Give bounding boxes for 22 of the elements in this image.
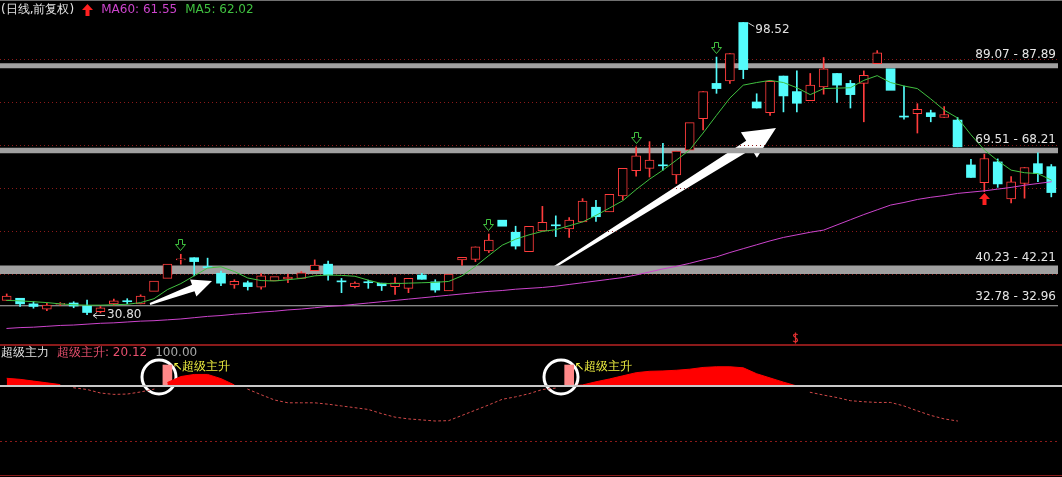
candlestick — [550, 215, 561, 237]
chart-title: (日线,前复权) — [1, 2, 75, 16]
candlestick — [175, 253, 186, 265]
text: MA5: 62.02 — [185, 2, 254, 16]
text: MA60: 61.55 — [101, 2, 178, 16]
candlestick — [524, 225, 534, 252]
text: 超级主升: 20.12 — [57, 345, 148, 359]
band-label: 69.51 - 68.21 — [975, 131, 1056, 146]
band-label: 32.78 - 32.96 — [975, 289, 1056, 304]
annotation: ↖超级主升 — [574, 359, 633, 374]
band-label: 40.23 - 42.21 — [975, 249, 1056, 264]
candlestick — [684, 122, 695, 151]
text: 100.00 — [155, 345, 198, 359]
annotation: 30.80 — [107, 306, 142, 321]
annotation: ↖超级主升 — [172, 359, 231, 374]
annotation: 98.52 — [755, 21, 790, 36]
chart-title: 超级主力 — [1, 345, 49, 359]
candlestick — [658, 143, 668, 171]
candlestick — [162, 263, 173, 279]
candlestick — [885, 68, 896, 91]
candlestick — [497, 219, 508, 227]
band-label: 89.07 - 87.89 — [975, 47, 1056, 62]
